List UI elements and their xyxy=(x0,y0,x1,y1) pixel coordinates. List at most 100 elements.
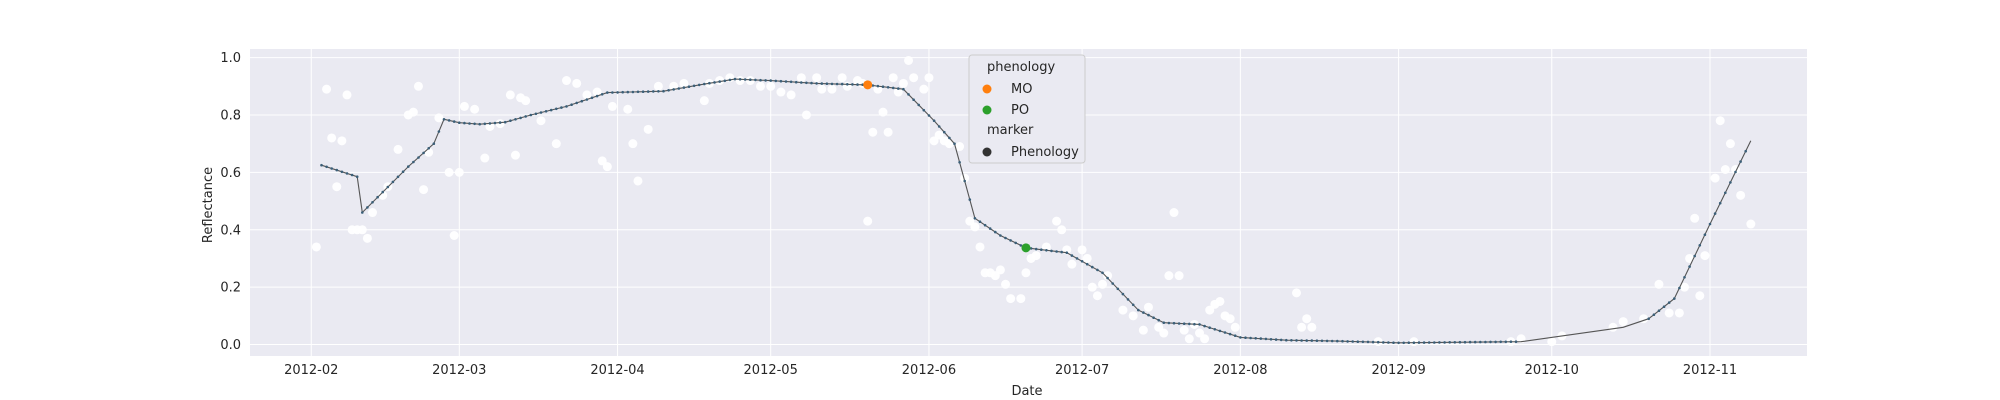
x-tick-label: 2012-05 xyxy=(744,363,798,378)
fit-point xyxy=(754,78,757,82)
observation-point xyxy=(572,78,582,88)
observation-point xyxy=(970,222,980,232)
observation-point xyxy=(1205,305,1215,315)
x-tick-label: 2012-07 xyxy=(1055,363,1109,378)
fit-point xyxy=(897,87,900,90)
observation-point xyxy=(1302,314,1312,324)
fit-point xyxy=(1300,339,1303,342)
observation-point xyxy=(1746,219,1756,229)
fit-point xyxy=(943,130,946,134)
observation-point xyxy=(510,150,520,160)
observation-point xyxy=(1292,288,1302,298)
fit-point xyxy=(876,84,880,88)
fit-point xyxy=(483,122,487,126)
fit-point xyxy=(1422,341,1426,344)
fit-point xyxy=(810,81,813,85)
fit-point xyxy=(1320,339,1324,343)
fit-point xyxy=(361,211,364,214)
fit-point xyxy=(1223,331,1227,334)
fit-point xyxy=(1647,317,1650,321)
observation-point xyxy=(470,104,480,114)
observation-point xyxy=(990,271,1000,281)
observation-point xyxy=(888,73,898,83)
fit-point xyxy=(478,122,482,126)
observation-point xyxy=(868,127,878,137)
fit-point xyxy=(1264,337,1268,341)
fit-point xyxy=(524,115,527,118)
fit-point xyxy=(1019,244,1023,247)
fit-point xyxy=(830,82,834,86)
fit-point xyxy=(703,82,706,86)
observation-point xyxy=(919,84,929,94)
observation-point xyxy=(1118,305,1128,315)
legend-po-marker xyxy=(982,105,992,115)
fit-point xyxy=(917,103,920,107)
fit-point xyxy=(621,90,624,94)
fit-point xyxy=(1009,239,1012,242)
observation-point xyxy=(393,144,403,154)
observation-point xyxy=(1225,314,1235,324)
fit-point xyxy=(570,103,573,106)
observation-point xyxy=(521,96,531,106)
observation-point xyxy=(480,153,490,163)
fit-point xyxy=(1499,340,1502,344)
x-tick-label: 2012-02 xyxy=(284,363,338,378)
fit-point xyxy=(1407,341,1411,345)
fit-point xyxy=(1172,321,1176,325)
fit-point xyxy=(1652,313,1656,317)
fit-point xyxy=(1080,260,1084,263)
fit-point xyxy=(1203,324,1206,328)
fit-point xyxy=(1147,313,1150,317)
fit-point xyxy=(1085,262,1089,266)
fit-point xyxy=(713,81,716,84)
observation-point xyxy=(1041,242,1051,252)
observation-point xyxy=(1092,291,1102,301)
fit-point xyxy=(800,81,803,84)
fit-point xyxy=(560,106,563,109)
observation-point xyxy=(1297,322,1307,332)
fit-point xyxy=(493,121,497,125)
fit-point xyxy=(1126,298,1130,301)
observation-point xyxy=(1138,325,1148,335)
fit-point xyxy=(1356,340,1360,344)
fit-point xyxy=(432,142,436,145)
observation-point xyxy=(944,139,954,149)
fit-point xyxy=(646,90,650,93)
observation-point xyxy=(796,73,806,83)
observation-point xyxy=(1159,328,1169,338)
fit-point xyxy=(442,118,446,121)
fit-point xyxy=(672,88,675,91)
observation-point xyxy=(562,76,572,86)
observations-series xyxy=(311,55,1756,347)
fit-point xyxy=(452,120,456,123)
observation-point xyxy=(1690,213,1700,223)
fit-point xyxy=(697,83,701,87)
fit-point xyxy=(988,227,992,230)
x-tick-label: 2012-09 xyxy=(1371,363,1425,378)
observation-point xyxy=(909,73,919,83)
fit-point xyxy=(575,101,578,105)
observation-point xyxy=(1230,322,1240,332)
observation-point xyxy=(633,176,643,186)
fit-point xyxy=(555,107,558,111)
observation-point xyxy=(1695,291,1705,301)
observation-point xyxy=(955,142,965,152)
observation-point xyxy=(1715,116,1725,126)
fit-point xyxy=(1157,318,1160,322)
fit-point xyxy=(1050,249,1053,253)
fit-point xyxy=(1239,336,1242,339)
observation-point xyxy=(812,73,822,83)
phenology-markers xyxy=(863,80,1031,253)
observation-point xyxy=(863,216,873,226)
fit-point xyxy=(422,151,425,155)
y-axis-title: Reflectance xyxy=(201,167,216,243)
observation-point xyxy=(1067,259,1077,269)
fit-point xyxy=(1463,340,1467,344)
fit-point xyxy=(1484,340,1487,344)
fit-point xyxy=(1473,340,1477,344)
observation-point xyxy=(995,265,1005,275)
fit-point xyxy=(1330,339,1334,343)
observation-point xyxy=(597,156,607,166)
fit-point xyxy=(330,167,334,170)
x-tick-label: 2012-03 xyxy=(432,363,486,378)
